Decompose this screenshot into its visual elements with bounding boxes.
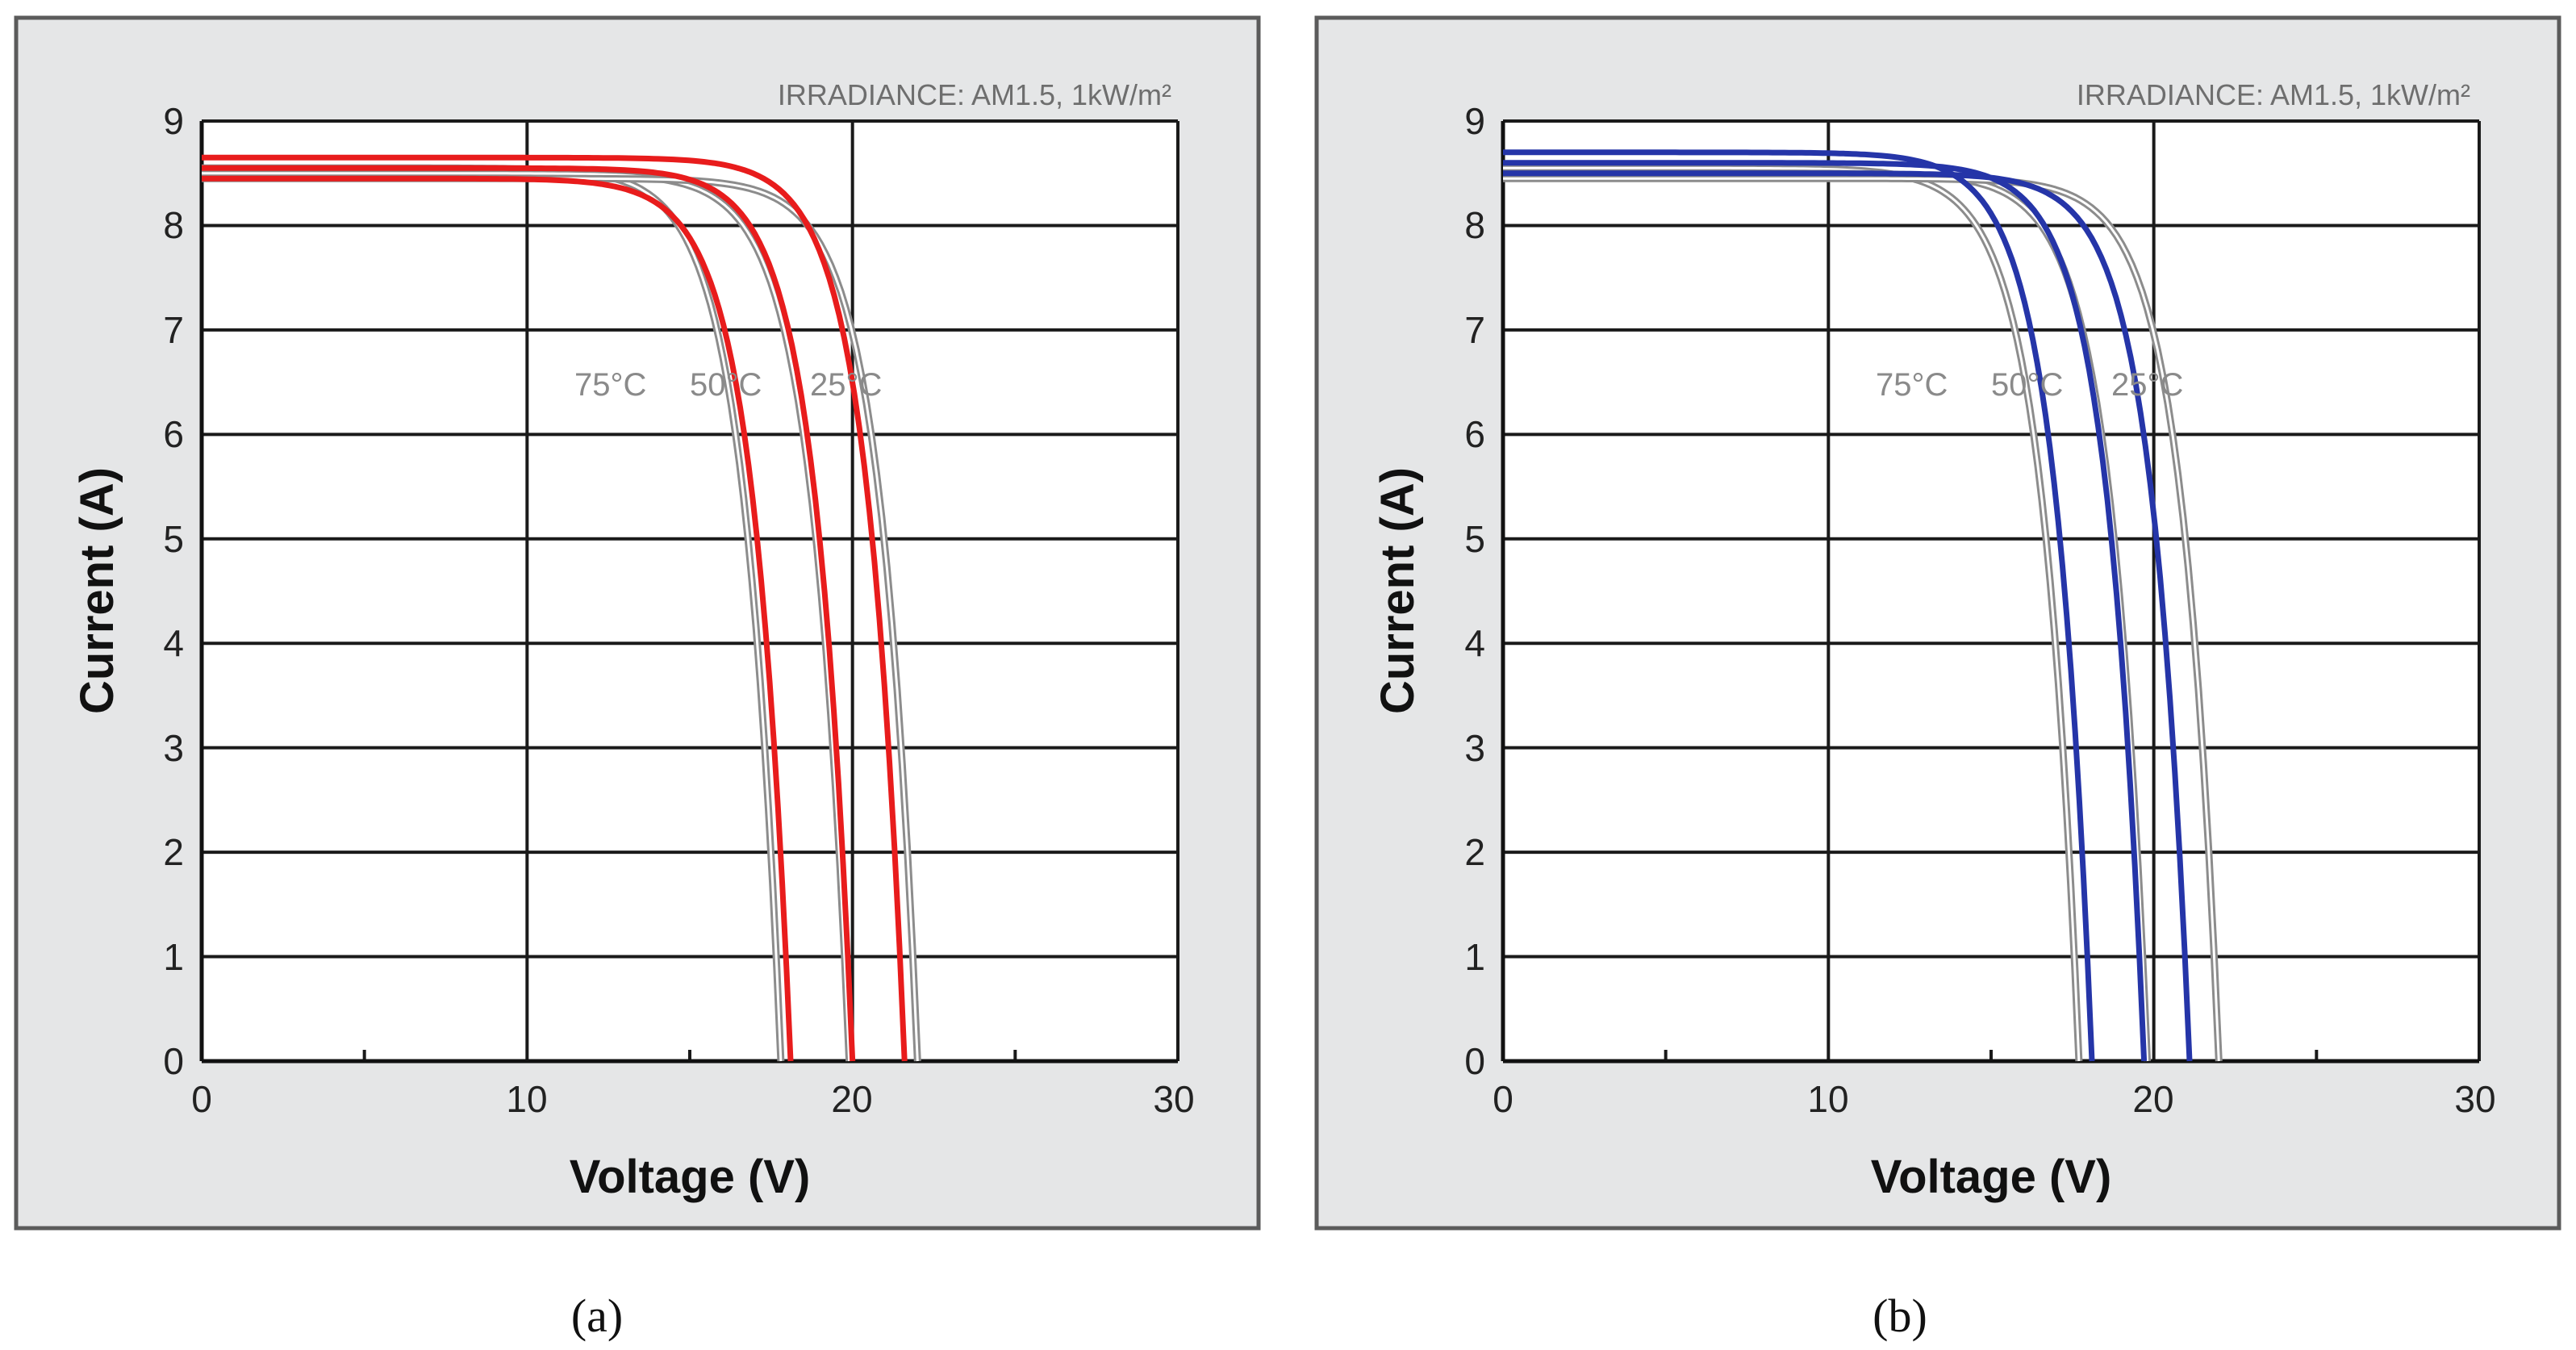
- panel-a-y-tick-label: 6: [163, 413, 184, 455]
- panel-a-y-tick-label: 0: [163, 1040, 184, 1082]
- panel-b-y-tick-label: 8: [1464, 204, 1485, 246]
- panel-b-y-tick-label: 3: [1464, 727, 1485, 769]
- panel-b-y-tick-label: 0: [1464, 1040, 1485, 1082]
- panel-b-y-tick-label: 5: [1464, 518, 1485, 560]
- panel-a-fitted-curve-25: [202, 154, 908, 1062]
- panel-b-fitted-curve-50: [1503, 160, 2148, 1062]
- panel-a-x-tick-label: 20: [831, 1078, 872, 1120]
- panel-a-curves: [202, 154, 921, 1062]
- panel-b-x-tick-label: 10: [1807, 1078, 1848, 1120]
- panel-b-x-tick-label: 30: [2454, 1078, 2495, 1120]
- panel-a-x-axis-title: Voltage (V): [570, 1151, 811, 1203]
- panel-b-fitted-curve-25: [1503, 170, 2193, 1062]
- panel-b-temp-label-25: 25°C: [2111, 367, 2183, 403]
- panel-a-y-tick-label: 7: [163, 309, 184, 351]
- panel-b-y-tick-label: 6: [1464, 413, 1485, 455]
- panel-a-temperature-labels: 75°C 50°C 25°C: [574, 367, 882, 403]
- panel-a-temp-label-75: 75°C: [574, 367, 646, 403]
- panel-b-gridlines: [1501, 119, 2481, 1064]
- panel-b-temperature-labels: 75°C 50°C 25°C: [1876, 367, 2183, 403]
- panel-a-fitted-curve-75: [202, 175, 794, 1062]
- panel-a-y-tick-label: 5: [163, 518, 184, 560]
- panel-b-y-ticks: 0 1 2 3 4 5 6 7 8 9: [1464, 100, 1485, 1082]
- panel-b-reference-curve-inner-25: [1503, 177, 2220, 1062]
- panel-a-fitted-curve-50: [202, 165, 856, 1062]
- panel-a-x-tick-label: 0: [191, 1078, 212, 1120]
- panel-b-x-tick-label: 20: [2132, 1078, 2173, 1120]
- panel-b-fitted-curve-75: [1503, 149, 2095, 1062]
- panel-b-y-tick-label: 2: [1464, 831, 1485, 873]
- panel-a-irradiance-label: IRRADIANCE: AM1.5, 1kW/m²: [778, 78, 1171, 111]
- panel-a-y-tick-label: 2: [163, 831, 184, 873]
- panel-b-y-tick-label: 1: [1464, 936, 1485, 978]
- panel-b-curves: [1503, 149, 2223, 1062]
- panel-b-caption: (b): [1873, 1289, 1927, 1342]
- panel-b-x-axis-title: Voltage (V): [1871, 1151, 2112, 1203]
- panel-b-reference-curve-inner-75: [1503, 166, 2081, 1062]
- panel-b-temp-label-75: 75°C: [1876, 367, 1948, 403]
- panel-a-y-tick-label: 4: [163, 622, 184, 664]
- panel-a-x-tick-label: 10: [506, 1078, 547, 1120]
- panel-a-y-tick-label: 8: [163, 204, 184, 246]
- panel-a-plot-area: [202, 121, 1178, 1061]
- panel-a-temp-label-50: 50°C: [690, 367, 762, 403]
- panel-a-y-tick-label: 9: [163, 100, 184, 142]
- panel-b-irradiance-label: IRRADIANCE: AM1.5, 1kW/m²: [2077, 78, 2470, 111]
- panel-b-y-tick-label: 4: [1464, 622, 1485, 664]
- panel-a-caption: (a): [571, 1289, 623, 1342]
- panel-b-plot-area: [1503, 121, 2479, 1061]
- panel-a-temp-label-25: 25°C: [810, 367, 882, 403]
- panel-b-x-ticks: 0 10 20 30: [1493, 1078, 2495, 1120]
- panel-a: IRRADIANCE: AM1.5, 1kW/m² Voltage (V) Cu…: [14, 15, 1261, 1342]
- panel-a-y-ticks: 0 1 2 3 4 5 6 7 8 9: [163, 100, 184, 1082]
- panel-a-y-tick-label: 1: [163, 936, 184, 978]
- panel-b-x-tick-label: 0: [1493, 1078, 1513, 1120]
- panel-b-y-tick-label: 7: [1464, 309, 1485, 351]
- panel-a-gridlines: [199, 119, 1179, 1064]
- panel-a-x-tick-label: 30: [1153, 1078, 1194, 1120]
- panel-a-x-ticks: 0 10 20 30: [191, 1078, 1194, 1120]
- panel-b-y-axis-title: Current (A): [1372, 467, 1424, 714]
- panel-b: IRRADIANCE: AM1.5, 1kW/m² Voltage (V) Cu…: [1314, 15, 2561, 1342]
- panel-a-y-tick-label: 3: [163, 727, 184, 769]
- panel-b-temp-label-50: 50°C: [1991, 367, 2063, 403]
- panel-b-y-tick-label: 9: [1464, 100, 1485, 142]
- panel-a-reference-curve-inner-50: [202, 172, 851, 1062]
- panel-a-y-axis-title: Current (A): [71, 467, 123, 714]
